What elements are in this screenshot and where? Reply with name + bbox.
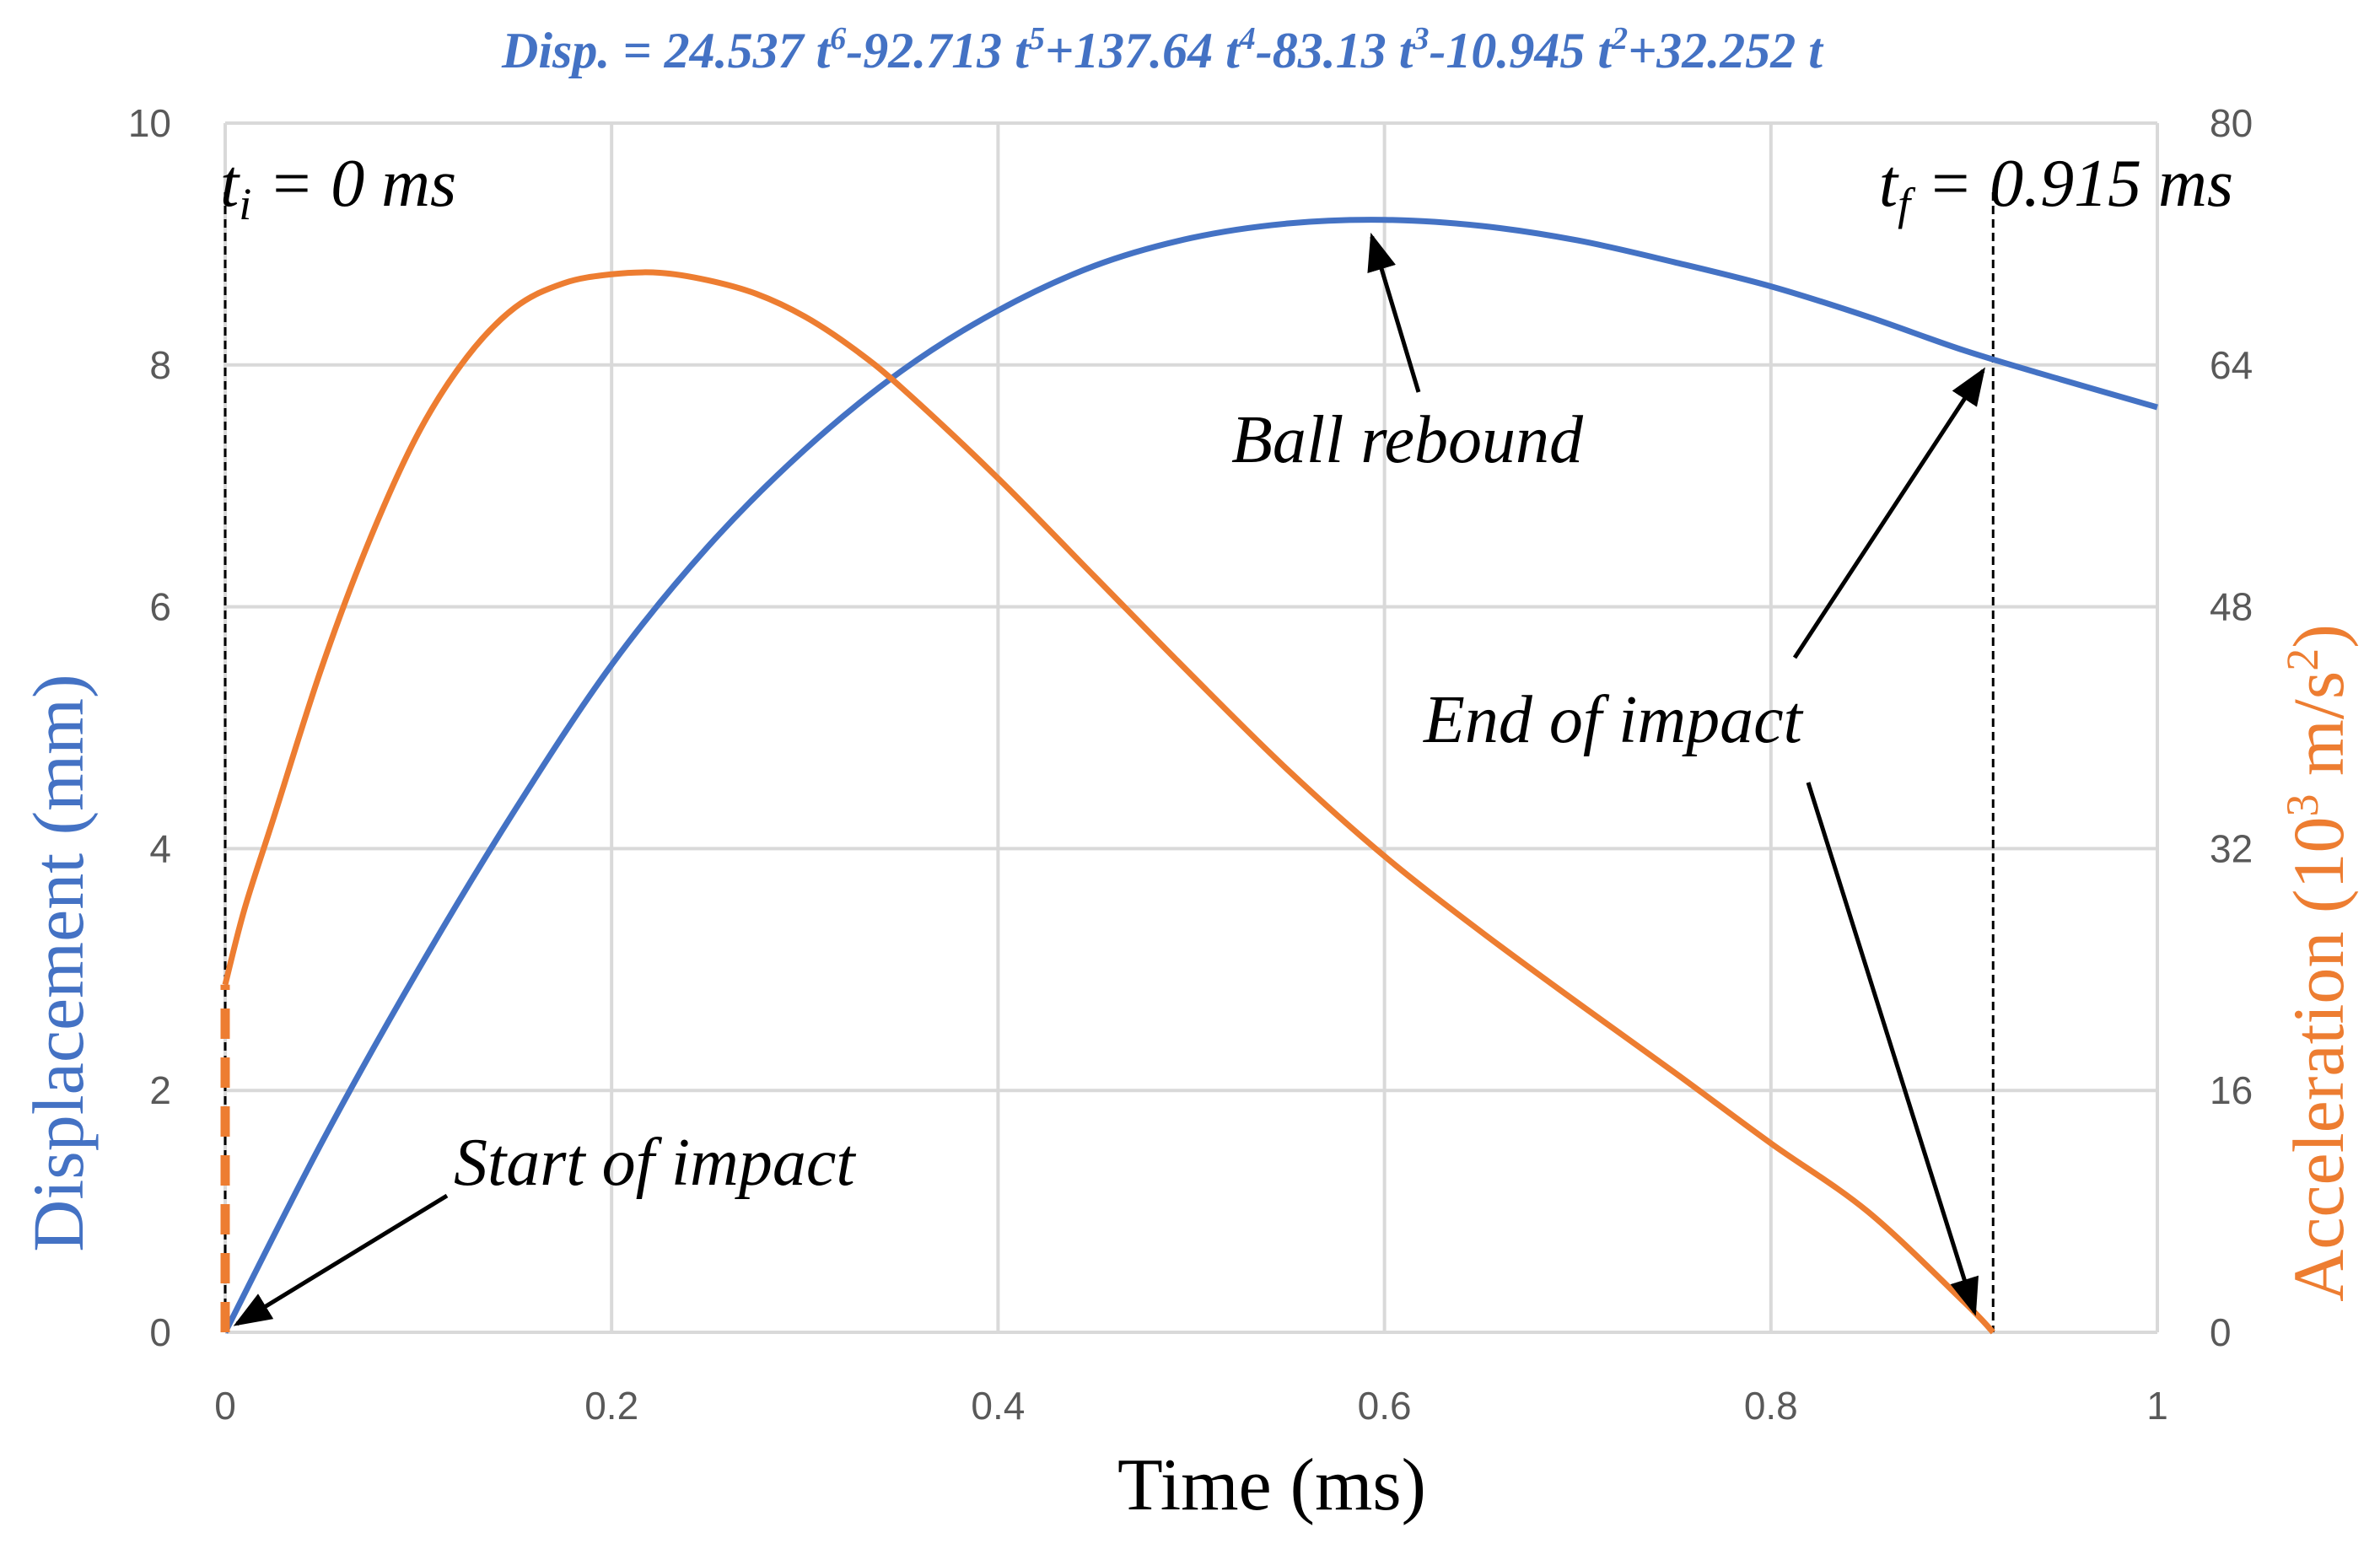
end-of-impact-arrow-upper	[1792, 367, 1986, 659]
marker-label-subscript: i	[239, 179, 251, 229]
left-axis-ticks: 0 2 4 6 8 10	[128, 101, 171, 1354]
right-axis-tick-label: 80	[2210, 101, 2253, 145]
equation-exponent: 2	[1611, 21, 1628, 56]
annotations: Start of impact Ball rebound End of impact	[233, 232, 1986, 1326]
grid	[223, 121, 2159, 1334]
left-axis-tick-label: 0	[149, 1310, 171, 1354]
series-acceleration	[222, 269, 1995, 1335]
right-axis-ticks: 0 16 32 48 64 80	[2210, 101, 2253, 1354]
marker-label-t: t	[1879, 147, 1899, 221]
left-axis-tick-label: 2	[149, 1068, 171, 1112]
start-of-impact-label: Start of impact	[454, 1126, 856, 1200]
x-axis-tick-label: 0.4	[971, 1384, 1025, 1428]
right-axis-title: Acceleration (103 m/s2)	[2277, 624, 2359, 1302]
ball-rebound-arrow	[1367, 232, 1421, 393]
right-axis-tick-label: 64	[2210, 343, 2253, 387]
left-axis-tick-label: 6	[149, 585, 171, 629]
end-of-impact-label: End of impact	[1423, 683, 1804, 757]
equation-term: +137.64 t	[1045, 23, 1241, 78]
equation-term: -83.13 t	[1256, 23, 1415, 78]
impact-end-line-label: tf = 0.915 ms	[1879, 147, 2233, 229]
ball-rebound-label: Ball rebound	[1231, 403, 1584, 477]
equation-exponent: 4	[1239, 21, 1256, 56]
right-axis-tick-label: 0	[2210, 1310, 2232, 1354]
right-axis-title-sup: 2	[2277, 648, 2328, 671]
equation-exponent: 6	[830, 21, 846, 56]
equation-term: -10.945 t	[1429, 23, 1613, 78]
right-axis-tick-label: 48	[2210, 585, 2253, 629]
equation-term: +32.252 t	[1628, 23, 1824, 78]
left-axis-tick-label: 8	[149, 343, 171, 387]
equation-term: -92.713 t	[846, 23, 1031, 78]
left-axis-tick-label: 10	[128, 101, 171, 145]
right-axis-title-end: )	[2278, 624, 2359, 648]
left-axis-tick-label: 4	[149, 826, 171, 870]
chart-equation-title: Disp. = 24.537 t6-92.713 t5+137.64 t4-83…	[501, 21, 1824, 78]
left-axis-title: Displacement (mm)	[18, 674, 99, 1251]
right-axis-tick-label: 32	[2210, 826, 2253, 870]
equation-prefix: Disp. = 24.537 t	[501, 23, 832, 78]
end-of-impact-arrow-lower	[1806, 782, 1979, 1316]
marker-label-value: = 0.915 ms	[1910, 147, 2233, 221]
x-axis-tick-label: 0.8	[1744, 1384, 1798, 1428]
equation-exponent: 3	[1412, 21, 1429, 56]
x-axis-tick-label: 1	[2146, 1384, 2168, 1428]
equation-exponent: 5	[1029, 21, 1045, 56]
marker-label-t: t	[220, 147, 240, 221]
impact-start-line-label: ti = 0 ms	[220, 147, 456, 229]
right-axis-title-main: Acceleration (10	[2278, 816, 2359, 1301]
series-lines	[220, 217, 2158, 1335]
x-axis-tick-label: 0.2	[584, 1384, 638, 1428]
x-axis-ticks: 0 0.2 0.4 0.6 0.8 1	[214, 1384, 2168, 1428]
x-axis-tick-label: 0.6	[1358, 1384, 1412, 1428]
right-axis-tick-label: 16	[2210, 1068, 2253, 1112]
right-axis-title-sup: 3	[2277, 793, 2328, 816]
series-displacement	[222, 217, 2158, 1334]
start-of-impact-arrow	[233, 1193, 449, 1326]
right-axis-title-unit: m/s	[2278, 671, 2359, 794]
marker-label-value: = 0 ms	[251, 147, 456, 221]
x-axis-tick-label: 0	[214, 1384, 236, 1428]
x-axis-title: Time (ms)	[1117, 1444, 1426, 1526]
impact-markers: ti = 0 ms tf = 0.915 ms	[220, 147, 2233, 1332]
